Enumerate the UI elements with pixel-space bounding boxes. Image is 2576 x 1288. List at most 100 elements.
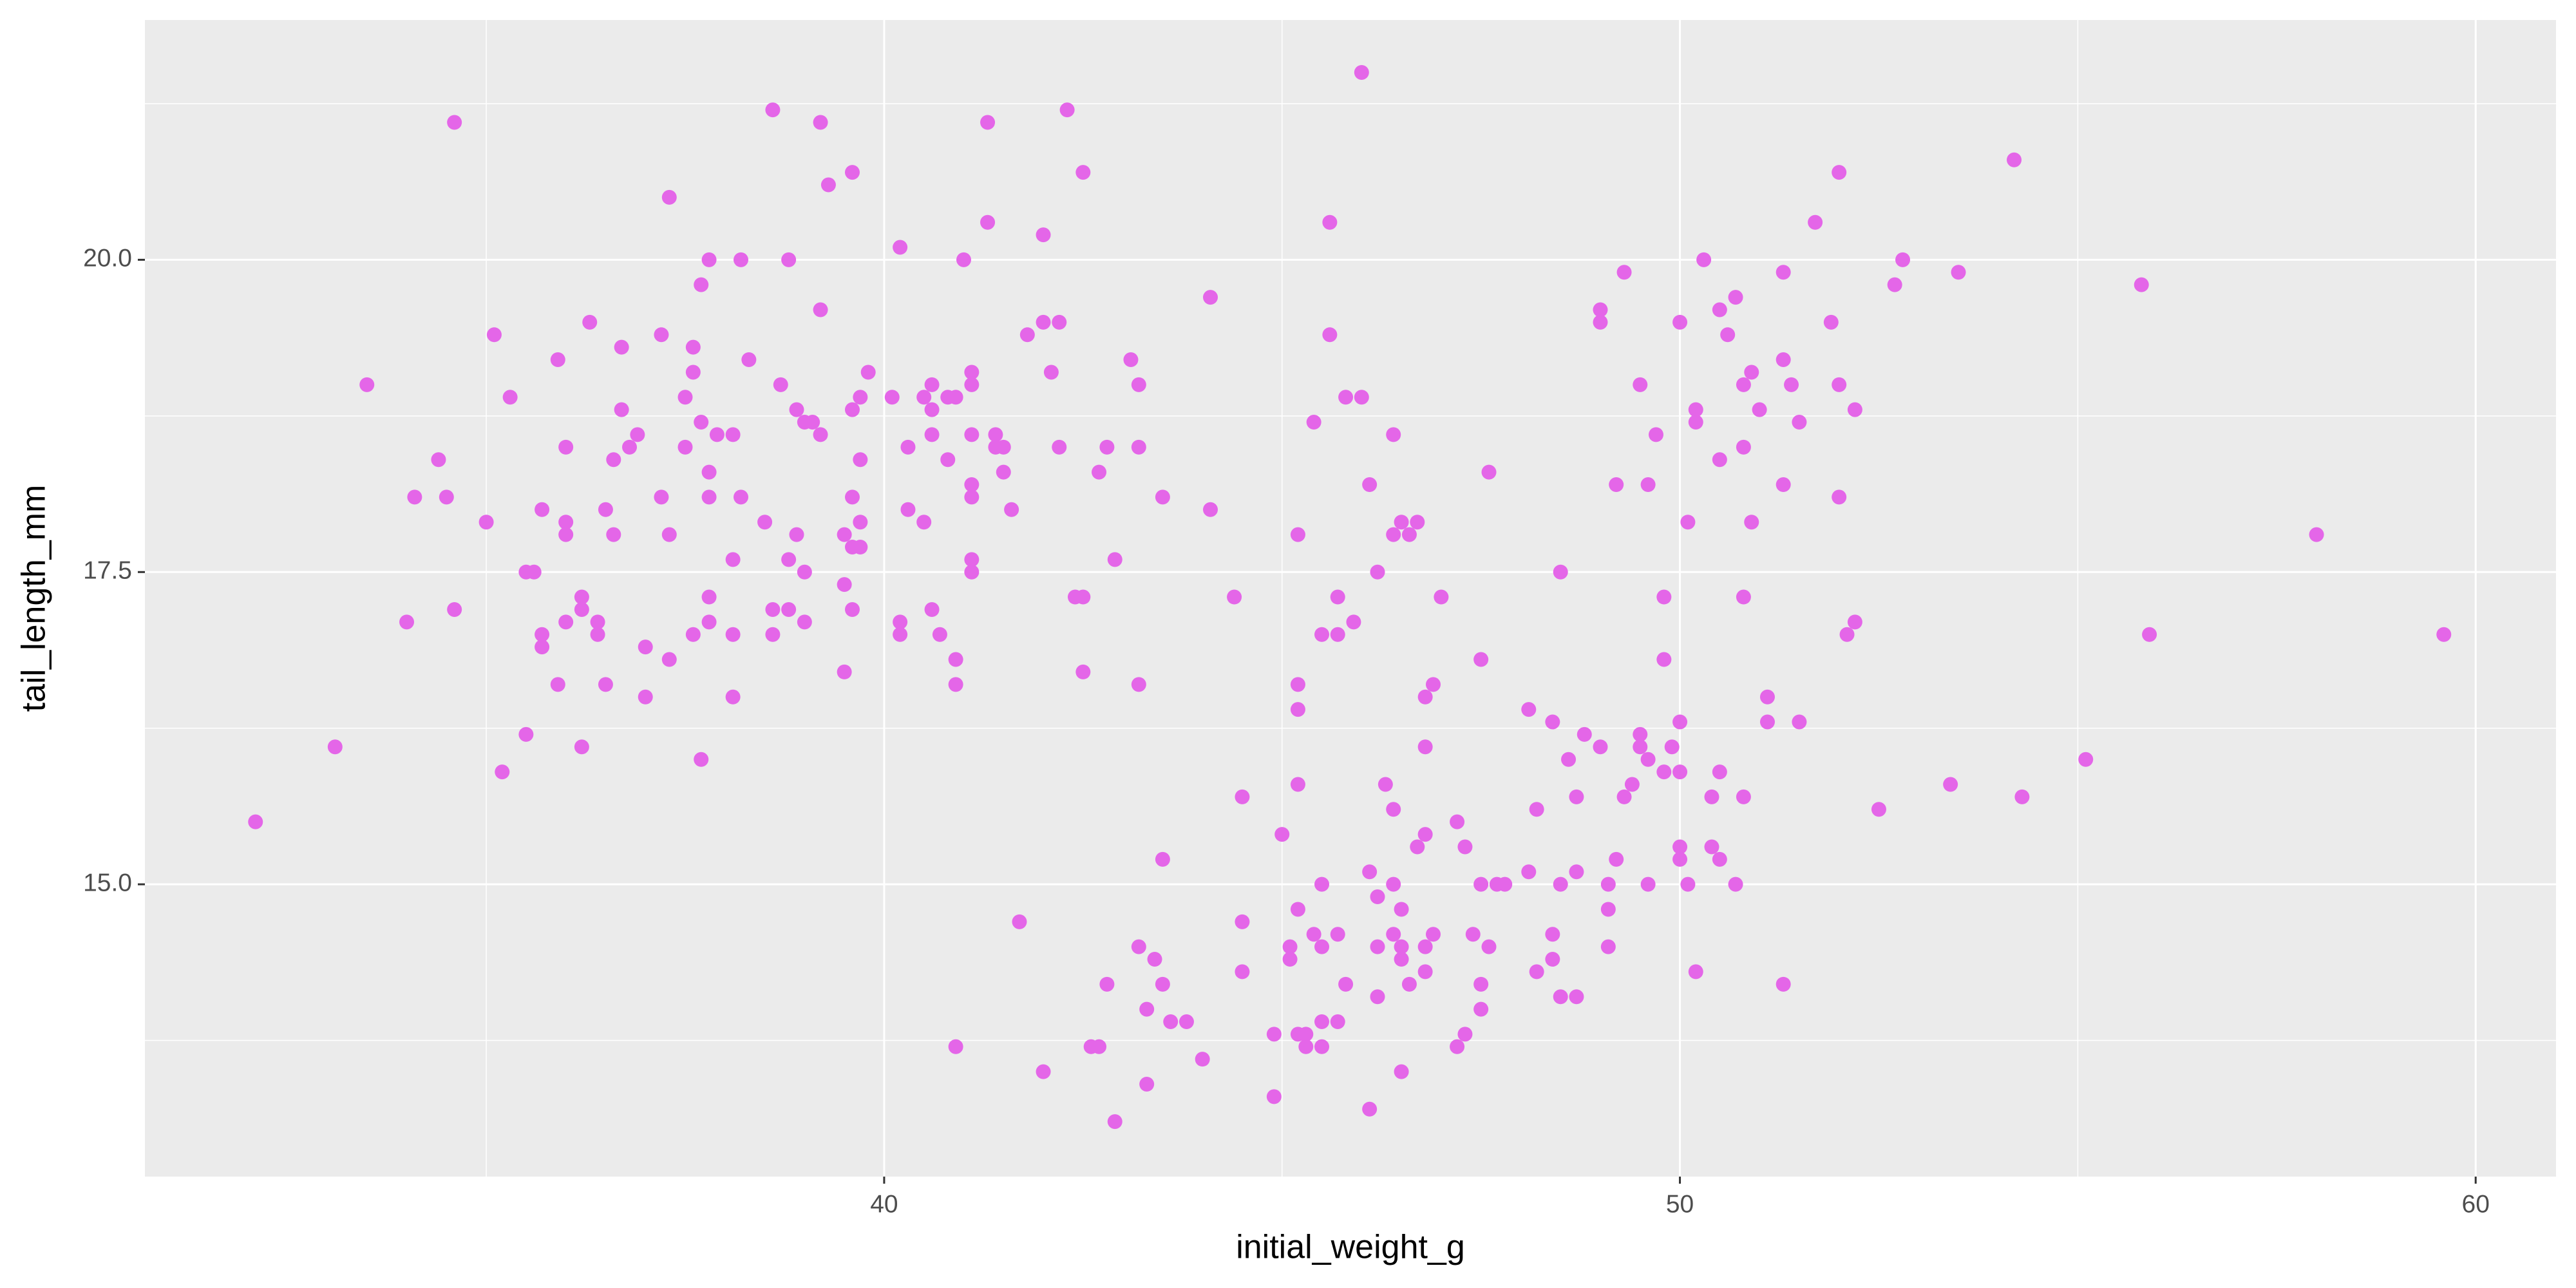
point (614, 339, 629, 355)
point (1593, 302, 1608, 317)
point (1290, 677, 1305, 692)
point (1633, 739, 1648, 755)
point (606, 452, 621, 468)
point (1266, 1027, 1282, 1042)
point (2014, 789, 2030, 804)
point (781, 552, 797, 567)
point (1386, 427, 1401, 442)
point (1553, 564, 1568, 580)
point (853, 390, 868, 405)
point (694, 277, 709, 292)
point (789, 527, 804, 542)
point (1895, 252, 1911, 267)
point (1290, 527, 1305, 542)
point (1776, 477, 1791, 493)
point (964, 365, 980, 380)
point (924, 427, 940, 442)
point (1457, 1027, 1473, 1042)
point (733, 252, 748, 267)
point (837, 577, 852, 592)
point (1640, 752, 1656, 767)
point (1704, 789, 1719, 804)
point (964, 427, 980, 442)
point (1131, 377, 1146, 392)
point (1736, 439, 1751, 455)
point (964, 477, 980, 493)
point (996, 464, 1011, 480)
point (1672, 314, 1688, 330)
point (1052, 314, 1067, 330)
point (1155, 851, 1170, 867)
point (1330, 927, 1345, 942)
point (797, 564, 812, 580)
point (1004, 502, 1019, 517)
point (1656, 764, 1672, 780)
point (844, 601, 860, 617)
point (447, 115, 462, 130)
point (654, 489, 669, 505)
point (590, 627, 605, 642)
point (837, 527, 852, 542)
point (1043, 365, 1059, 380)
point (1370, 989, 1385, 1005)
point (638, 689, 653, 705)
point (1736, 589, 1751, 605)
point (1656, 652, 1672, 667)
point (1680, 876, 1696, 892)
point (924, 377, 940, 392)
point (327, 739, 343, 755)
point (1521, 864, 1537, 880)
point (630, 427, 645, 442)
point (1092, 464, 1107, 480)
y-tick-label: 20.0 (83, 245, 132, 272)
point (1322, 327, 1338, 343)
point (1394, 939, 1409, 954)
y-axis-title: tail_length_mm (15, 485, 53, 712)
point (1776, 265, 1791, 280)
point (1155, 489, 1170, 505)
point (853, 452, 868, 468)
point (518, 726, 534, 742)
point (1776, 976, 1791, 992)
point (1545, 714, 1560, 730)
point (1235, 789, 1250, 804)
point (550, 677, 565, 692)
point (1720, 327, 1736, 343)
point (574, 739, 589, 755)
point (1680, 515, 1696, 530)
point (1012, 914, 1027, 929)
point (1497, 876, 1513, 892)
point (535, 639, 550, 655)
point (893, 614, 908, 630)
point (1473, 876, 1489, 892)
point (661, 527, 677, 542)
point (439, 489, 454, 505)
point (359, 377, 375, 392)
point (558, 527, 574, 542)
point (1672, 839, 1688, 855)
point (1672, 714, 1688, 730)
point (1139, 1001, 1155, 1017)
point (964, 377, 980, 392)
point (837, 664, 852, 679)
point (1338, 976, 1354, 992)
point (916, 390, 932, 405)
point (1640, 477, 1656, 493)
point (844, 489, 860, 505)
point (1417, 939, 1433, 954)
point (574, 601, 589, 617)
point (1450, 1039, 1465, 1054)
point (757, 515, 773, 530)
point (1417, 689, 1433, 705)
point (813, 115, 828, 130)
point (1354, 64, 1369, 80)
point (1370, 889, 1385, 905)
point (725, 427, 741, 442)
point (1736, 789, 1751, 804)
x-tick-label: 60 (2462, 1190, 2490, 1218)
point (1298, 1039, 1314, 1054)
point (948, 1039, 963, 1054)
point (677, 390, 693, 405)
point (685, 365, 701, 380)
point (1481, 939, 1497, 954)
